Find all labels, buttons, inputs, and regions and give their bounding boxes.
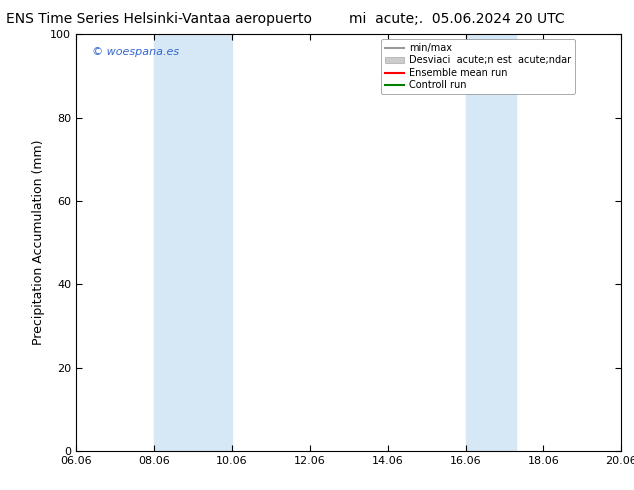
Y-axis label: Precipitation Accumulation (mm): Precipitation Accumulation (mm) (32, 140, 44, 345)
Bar (154, 34, 232, 451)
Text: © woespana.es: © woespana.es (93, 47, 179, 57)
Text: mi  acute;.  05.06.2024 20 UTC: mi acute;. 05.06.2024 20 UTC (349, 12, 564, 26)
Text: ENS Time Series Helsinki-Vantaa aeropuerto: ENS Time Series Helsinki-Vantaa aeropuer… (6, 12, 311, 26)
Legend: min/max, Desviaci  acute;n est  acute;ndar, Ensemble mean run, Controll run: min/max, Desviaci acute;n est acute;ndar… (381, 39, 575, 94)
Bar (465, 34, 516, 451)
